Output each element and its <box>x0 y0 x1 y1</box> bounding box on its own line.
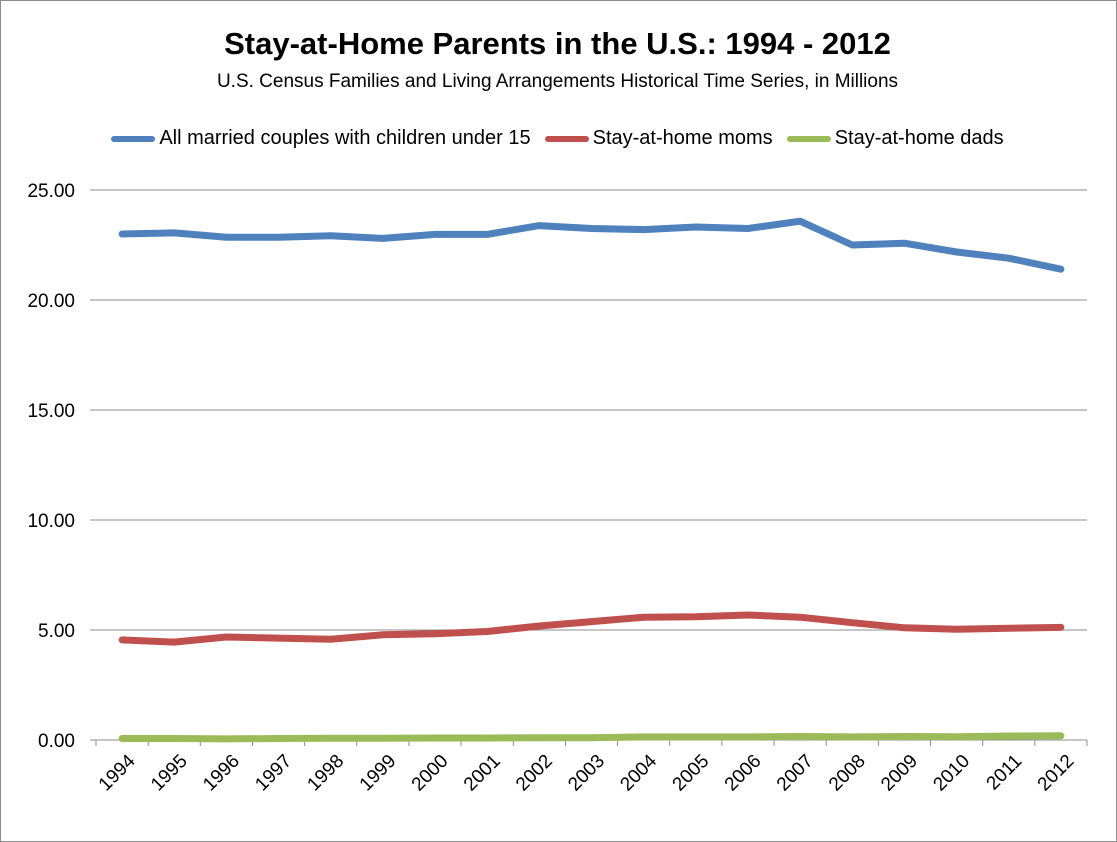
legend-label: Stay-at-home dads <box>834 127 1004 149</box>
x-tick-label: 2001 <box>460 751 505 796</box>
series-lines <box>118 217 1065 743</box>
y-tick-label: 15.00 <box>27 401 75 422</box>
x-tick-label: 2010 <box>929 751 974 796</box>
y-tick-label: 20.00 <box>27 291 75 312</box>
x-tick-label: 2012 <box>1034 751 1079 796</box>
x-axis <box>90 189 1088 746</box>
x-axis-tick-labels: 1994 1995 1996 1997 1998 1999 2000 2001 2002 2003… <box>95 750 1079 795</box>
x-tick-label: 1997 <box>251 751 296 796</box>
series-line <box>118 217 1065 273</box>
chart-subtitle: U.S. Census Families and Living Arrangem… <box>216 71 899 92</box>
x-tick-label: 2009 <box>877 751 922 796</box>
legend-label: All married couples with children under … <box>159 127 531 149</box>
x-tick-label: 1994 <box>95 750 140 795</box>
y-tick-label: 25.00 <box>27 181 75 202</box>
x-tick-label: 2002 <box>512 751 557 796</box>
x-tick-label: 1999 <box>356 751 401 796</box>
x-tick-label: 1995 <box>147 751 192 796</box>
x-tick-label: 2007 <box>773 751 818 796</box>
y-tick-label: 10.00 <box>27 511 75 532</box>
legend-swatch <box>111 135 156 142</box>
legend-item-stay-at-home-dads: Stay-at-home dads <box>786 127 1004 150</box>
legend-item-all-married-couples: All married couples with children under … <box>111 127 531 150</box>
x-tick-label: 2006 <box>721 751 766 796</box>
y-tick-label: 5.00 <box>38 621 75 642</box>
x-tick-label: 1998 <box>303 751 348 796</box>
gridlines <box>96 189 1087 631</box>
y-tick-label: 0.00 <box>38 731 75 752</box>
x-tick-label: 2003 <box>564 751 609 796</box>
x-tick-label: 2004 <box>616 750 661 795</box>
legend-swatch <box>786 135 831 142</box>
y-axis-tick-labels: 0.00 5.00 10.00 15.00 20.00 25.00 <box>27 181 75 752</box>
x-tick-label: 2005 <box>669 751 714 796</box>
x-tick-label: 1996 <box>199 751 244 796</box>
series-line <box>118 611 1065 646</box>
x-tick-label: 2011 <box>983 751 1027 795</box>
legend-swatch <box>544 135 589 142</box>
legend: All married couples with children under … <box>0 127 1115 150</box>
legend-label: Stay-at-home moms <box>592 127 773 149</box>
chart-title: Stay-at-Home Parents in the U.S.: 1994 -… <box>224 26 891 61</box>
legend-item-stay-at-home-moms: Stay-at-home moms <box>544 127 773 150</box>
series-line <box>118 732 1065 743</box>
x-tick-label: 2008 <box>825 751 870 796</box>
x-tick-label: 2000 <box>408 751 453 796</box>
